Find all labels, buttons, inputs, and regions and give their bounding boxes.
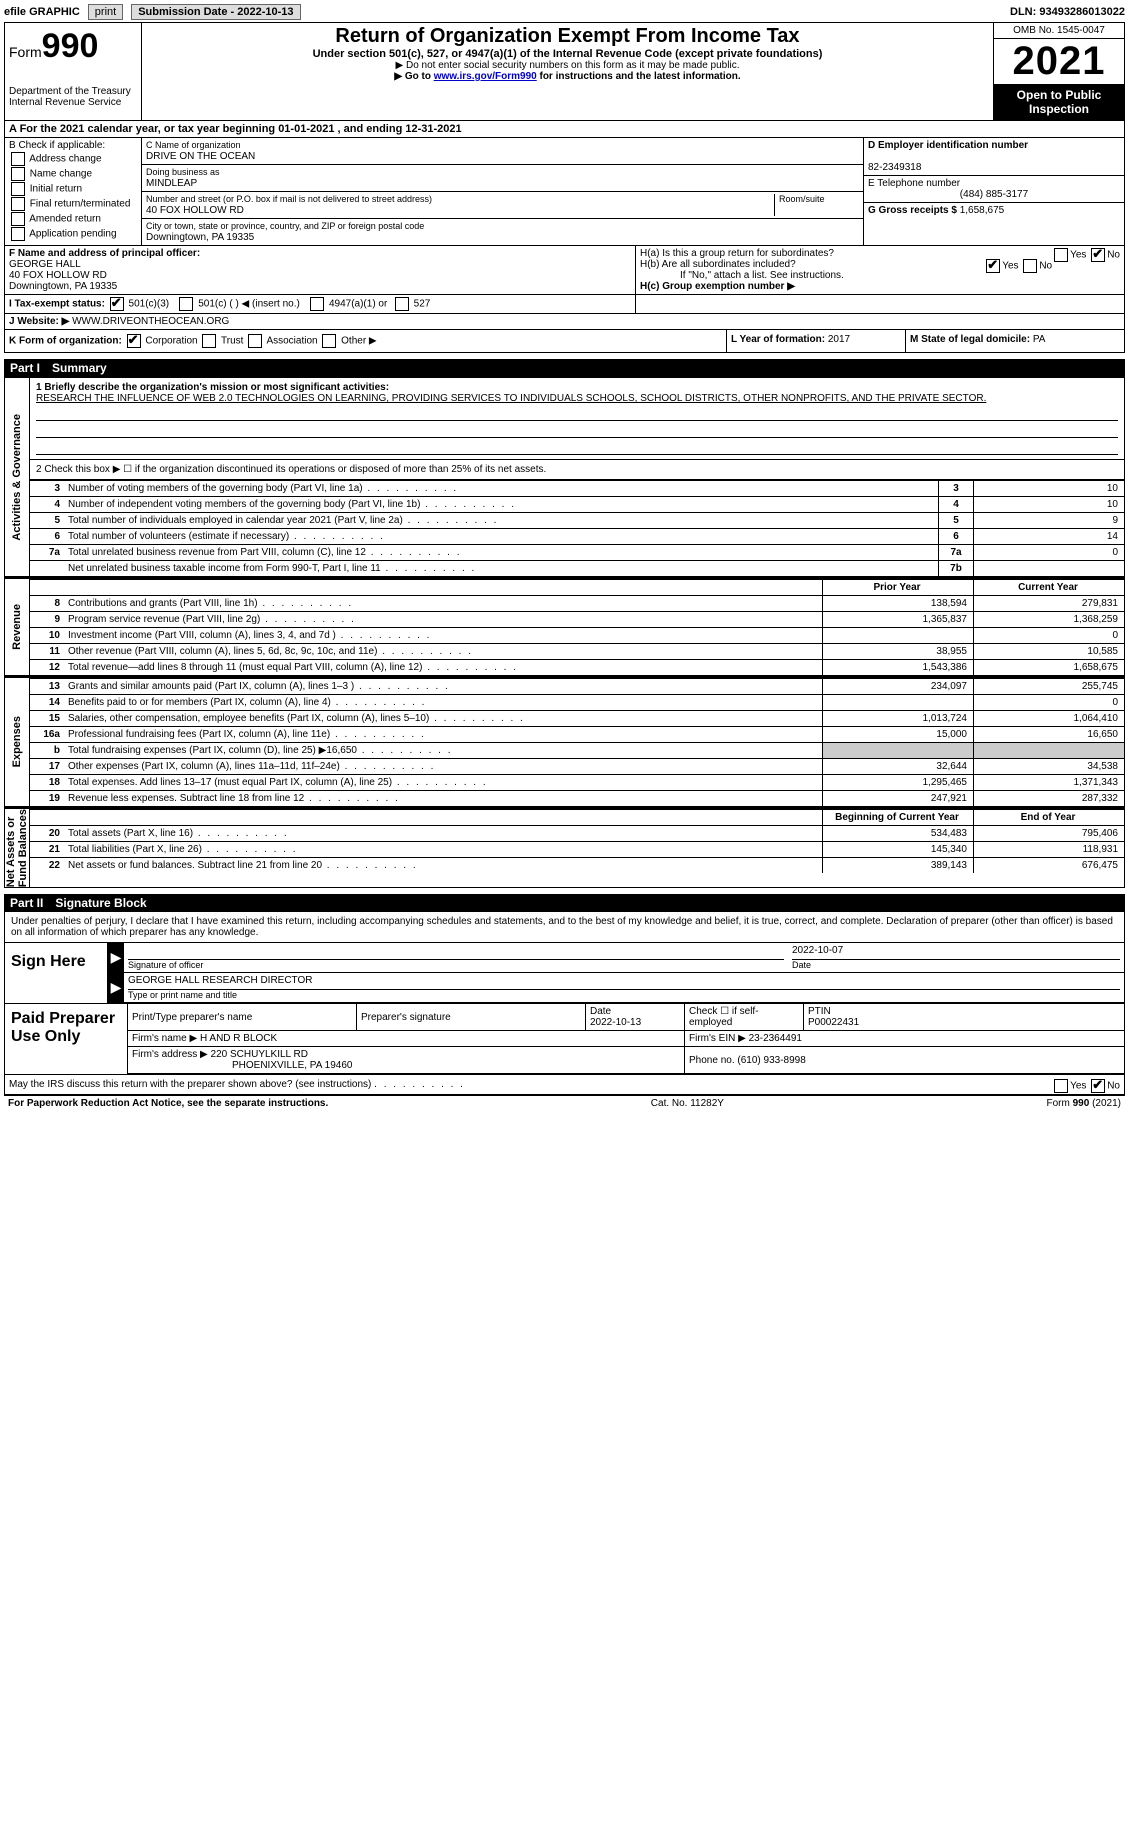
efile-label: efile GRAPHIC [4, 6, 80, 18]
part2-header: Part II Signature Block [4, 894, 1125, 912]
row-klm: K Form of organization: Corporation Trus… [4, 330, 1125, 353]
paid-preparer: Paid Preparer Use Only Print/Type prepar… [4, 1004, 1125, 1075]
header-mid: Return of Organization Exempt From Incom… [142, 23, 994, 120]
summary-netassets: Net Assets or Fund Balances Beginning of… [4, 807, 1125, 888]
part1-header: Part I Summary [4, 359, 1125, 377]
discuss-row: May the IRS discuss this return with the… [4, 1075, 1125, 1095]
row-a: A For the 2021 calendar year, or tax yea… [4, 121, 1125, 138]
col-c: C Name of organizationDRIVE ON THE OCEAN… [142, 138, 864, 245]
dln: DLN: 93493286013022 [1010, 6, 1125, 18]
print-button[interactable]: print [88, 4, 123, 20]
summary-revenue: Revenue Prior YearCurrent Year8Contribut… [4, 577, 1125, 676]
header-right: OMB No. 1545-0047 2021 Open to Public In… [994, 23, 1124, 120]
footer: For Paperwork Reduction Act Notice, see … [4, 1095, 1125, 1111]
header: Form990 Department of the Treasury Inter… [4, 22, 1125, 121]
row-j: J Website: ▶ WWW.DRIVEONTHEOCEAN.ORG [4, 314, 1125, 330]
dept: Department of the Treasury Internal Reve… [9, 86, 137, 108]
sig-arrow-icon: ▶ [108, 973, 124, 1002]
topbar: efile GRAPHIC print Submission Date - 20… [4, 4, 1125, 20]
col-b: B Check if applicable: Address change Na… [5, 138, 142, 245]
header-left: Form990 Department of the Treasury Inter… [5, 23, 142, 120]
row-fgh: F Name and address of principal officer:… [4, 246, 1125, 295]
sig-arrow-icon: ▶ [108, 943, 124, 972]
sign-here: Sign Here ▶ Signature of officer 2022-10… [4, 943, 1125, 1004]
col-d: D Employer identification number82-23493… [864, 138, 1124, 245]
summary-governance: Activities & Governance 1 Briefly descri… [4, 377, 1125, 577]
section-bcd: B Check if applicable: Address change Na… [4, 138, 1125, 246]
row-i: I Tax-exempt status: 501(c)(3) 501(c) ( … [4, 295, 1125, 314]
irs-link[interactable]: www.irs.gov/Form990 [434, 71, 537, 82]
submission-date: Submission Date - 2022-10-13 [131, 4, 300, 20]
summary-expenses: Expenses 13Grants and similar amounts pa… [4, 676, 1125, 807]
perjury-text: Under penalties of perjury, I declare th… [4, 912, 1125, 943]
